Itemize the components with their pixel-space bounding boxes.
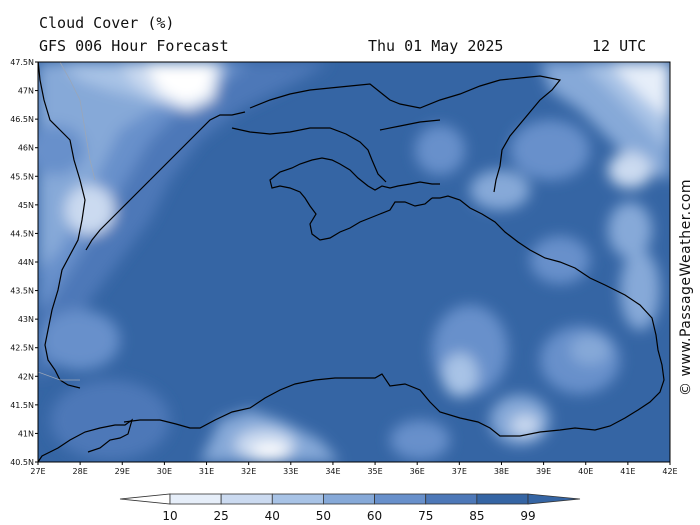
colorbar-min-arrow [119,493,171,505]
lat-label: 44.5N [10,229,34,238]
lat-label: 47N [18,87,34,96]
lon-label: 30E [157,467,172,476]
lon-label: 35E [367,467,382,476]
lon-label: 37E [452,467,467,476]
colorbar-swatch [169,493,222,505]
colorbar-level-label: 85 [469,509,485,523]
lat-label: 44N [18,258,34,267]
colorbar [119,493,581,505]
coastline [38,62,665,462]
cloud-field [38,62,670,462]
colorbar-swatch [425,493,478,505]
forecast-time: 12 UTC [592,37,647,55]
forecast-subtitle: GFS 006 Hour Forecast [39,37,229,55]
lon-label: 28E [73,467,88,476]
colorbar-level-label: 25 [213,509,229,523]
colorbar-swatch [476,493,529,505]
lon-label: 31E [199,467,214,476]
lon-label: 41E [620,467,635,476]
colorbar-level-label: 50 [315,509,332,523]
map-title: Cloud Cover (%) [39,14,175,32]
lat-label: 40.5N [10,458,34,467]
lon-label: 36E [410,467,425,476]
longitude-axis: 27E 28E 29E 30E 31E 32E 33E 34E 35E 36E 37E 38E 39E 4… [30,462,678,476]
colorbar-level-label: 60 [366,509,383,523]
colorbar-level-label: 99 [520,509,536,523]
lat-label: 45.5N [10,172,34,181]
colorbar-swatch [271,493,324,505]
lat-label: 42N [18,372,34,381]
lon-label: 29E [115,467,130,476]
lon-label: 38E [494,467,509,476]
forecast-date: Thu 01 May 2025 [368,37,504,55]
colorbar-level-label: 75 [418,509,434,523]
lon-label: 39E [536,467,551,476]
lat-label: 41.5N [10,401,34,410]
latitude-axis: 47.5N 47N 46.5N 46N 45.5N 45N 44.5N 44N 43.5N 43N… [10,58,38,467]
lon-label: 34E [325,467,340,476]
lon-label: 27E [30,467,45,476]
lat-label: 41N [18,429,34,438]
lat-label: 43N [18,315,34,324]
lat-label: 43.5N [10,287,34,296]
lon-label: 33E [283,467,298,476]
lat-label: 46N [18,144,34,153]
colorbar-level-label: 40 [264,509,280,523]
colorbar-swatch [220,493,273,505]
colorbar-level-label: 10 [162,509,178,523]
watermark: © www.PassageWeather.com [678,178,694,396]
lat-label: 45N [18,201,34,210]
borders [38,62,96,381]
lon-label: 40E [578,467,593,476]
colorbar-swatch [374,493,427,505]
colorbar-swatch [323,493,375,505]
lat-label: 47.5N [10,58,34,67]
colorbar-max-arrow [527,493,581,505]
lon-label: 32E [241,467,256,476]
lat-label: 42.5N [10,344,34,353]
lon-label: 42E [662,467,677,476]
lat-label: 46.5N [10,115,34,124]
